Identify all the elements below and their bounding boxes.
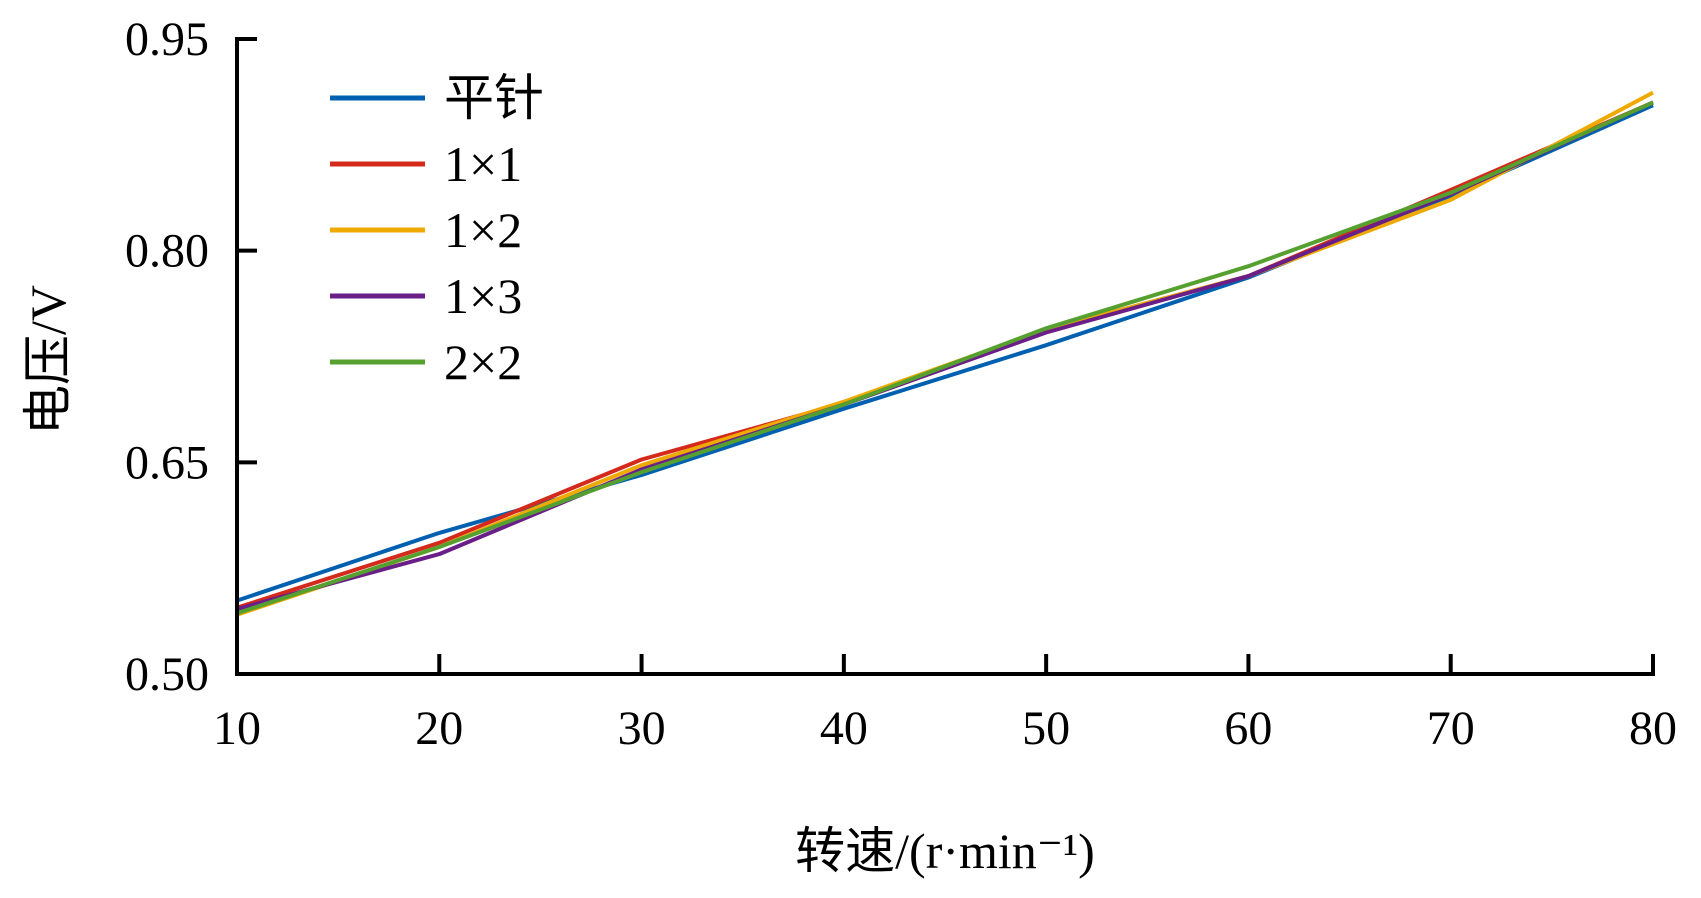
y-tick-label: 0.95 [125, 13, 209, 66]
series-line-4 [236, 100, 1654, 616]
y-tick-label: 0.80 [125, 225, 209, 278]
legend-label-1: 1×1 [444, 136, 522, 192]
x-tick-label: 20 [415, 702, 463, 755]
legend-label-0: 平针 [444, 70, 544, 126]
legend-label-4: 2×2 [444, 334, 522, 390]
x-tick-label: 40 [820, 702, 868, 755]
x-tick-label: 60 [1224, 702, 1272, 755]
x-tick-label: 30 [618, 702, 666, 755]
x-tick-label: 80 [1629, 702, 1677, 755]
y-tick-label: 0.50 [125, 648, 209, 701]
x-axis-label: 转速/(r·min⁻¹) [795, 823, 1095, 879]
y-tick-label: 0.65 [125, 436, 209, 489]
x-tick-label: 70 [1427, 702, 1475, 755]
x-tick-label: 50 [1022, 702, 1070, 755]
legend-label-3: 1×3 [444, 268, 522, 324]
y-axis-label: 电压/V [20, 285, 76, 435]
x-tick-label: 10 [213, 702, 261, 755]
legend-label-2: 1×2 [444, 202, 522, 258]
